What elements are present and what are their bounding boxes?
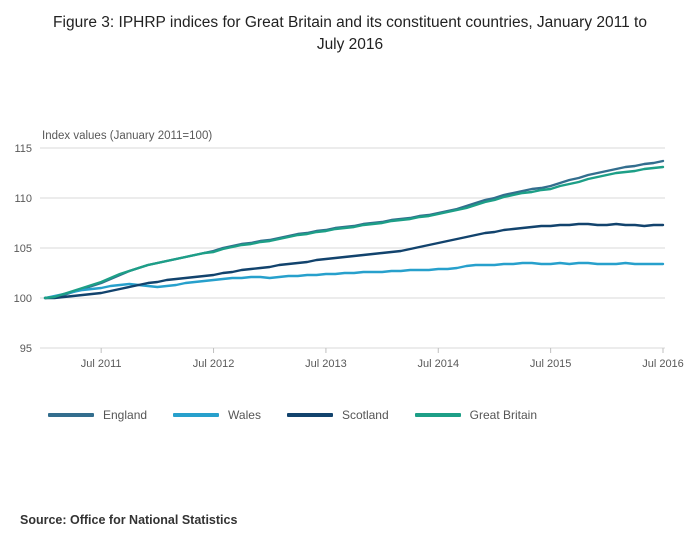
x-tick-label-5: Jul 2016 [642, 358, 684, 370]
series-line-great-britain [43, 165, 665, 300]
chart-title: Figure 3: IPHRP indices for Great Britai… [53, 14, 647, 53]
y-tick-label-95: 95 [20, 343, 32, 355]
x-tick-label-3: Jul 2014 [417, 358, 459, 370]
legend-swatch-england [48, 413, 94, 417]
legend-item-england: England [48, 408, 147, 422]
legend-label-great-britain: Great Britain [469, 408, 538, 422]
legend-swatch-wales [173, 413, 220, 417]
y-axis-note: Index values (January 2011=100) [42, 130, 212, 142]
x-tick-label-1: Jul 2012 [193, 358, 235, 370]
legend-label-england: England [103, 408, 148, 422]
series-line-wales [43, 261, 665, 300]
x-tick-label-2: Jul 2013 [305, 358, 347, 370]
series-line-scotland [43, 222, 665, 300]
y-tick-label-110: 110 [14, 193, 32, 205]
source-text: Source: Office for National Statistics [20, 513, 238, 527]
legend-swatch-scotland [286, 413, 333, 417]
legend-label-wales: Wales [228, 408, 261, 422]
y-tick-label-105: 105 [14, 243, 32, 255]
y-tick-label-100: 100 [14, 293, 32, 305]
legend-item-wales: Wales [173, 408, 261, 422]
series-line-england [43, 159, 665, 300]
legend-item-great-britain: Great Britain [414, 408, 538, 422]
legend-swatch-great-britain [414, 413, 461, 417]
legend-item-scotland: Scotland [286, 408, 389, 422]
line-chart: 95 100 105 110 115 Index values (January 2011… [14, 130, 684, 370]
legend: England Wales Scotland Great Britain [48, 408, 537, 422]
x-tick-label-4: Jul 2015 [530, 358, 572, 370]
y-tick-label-115: 115 [14, 143, 32, 155]
plot-area: 95 100 105 110 115 Index values (January 2011… [0, 128, 700, 378]
x-tick-label-0: Jul 2011 [81, 358, 122, 370]
legend-label-scotland: Scotland [341, 408, 389, 422]
